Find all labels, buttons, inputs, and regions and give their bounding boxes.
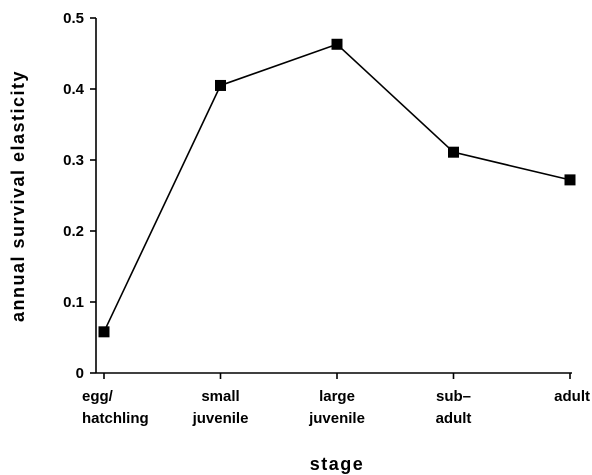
x-ticks: egg/hatchling small juvenile large juvenile s… — [82, 373, 590, 427]
x-tick-label: egg/hatchling — [82, 388, 149, 427]
x-tick-label: adult — [554, 388, 590, 405]
series-line — [104, 44, 570, 332]
y-tick-label: 0.3 — [63, 152, 84, 169]
data-point — [565, 174, 576, 185]
x-tick-label: sub– adult — [436, 388, 472, 427]
y-tick-label: 0.1 — [63, 294, 84, 311]
y-tick-label: 0.4 — [63, 81, 85, 98]
data-point — [448, 147, 459, 158]
y-tick-label: 0 — [76, 365, 84, 382]
axes — [96, 18, 572, 373]
data-point — [215, 80, 226, 91]
y-tick-label: 0.5 — [63, 10, 84, 27]
plot-area — [99, 39, 576, 338]
y-axis-title: annual survival elasticity — [8, 70, 28, 322]
x-axis-title: stage — [310, 454, 365, 474]
y-tick-label: 0.2 — [63, 223, 84, 240]
y-ticks: 0 0.1 0.2 0.3 0.4 0.5 — [63, 10, 96, 382]
data-point — [99, 326, 110, 337]
x-tick-label: large juvenile — [308, 388, 365, 427]
x-tick-label: small juvenile — [192, 388, 249, 427]
data-point — [332, 39, 343, 50]
